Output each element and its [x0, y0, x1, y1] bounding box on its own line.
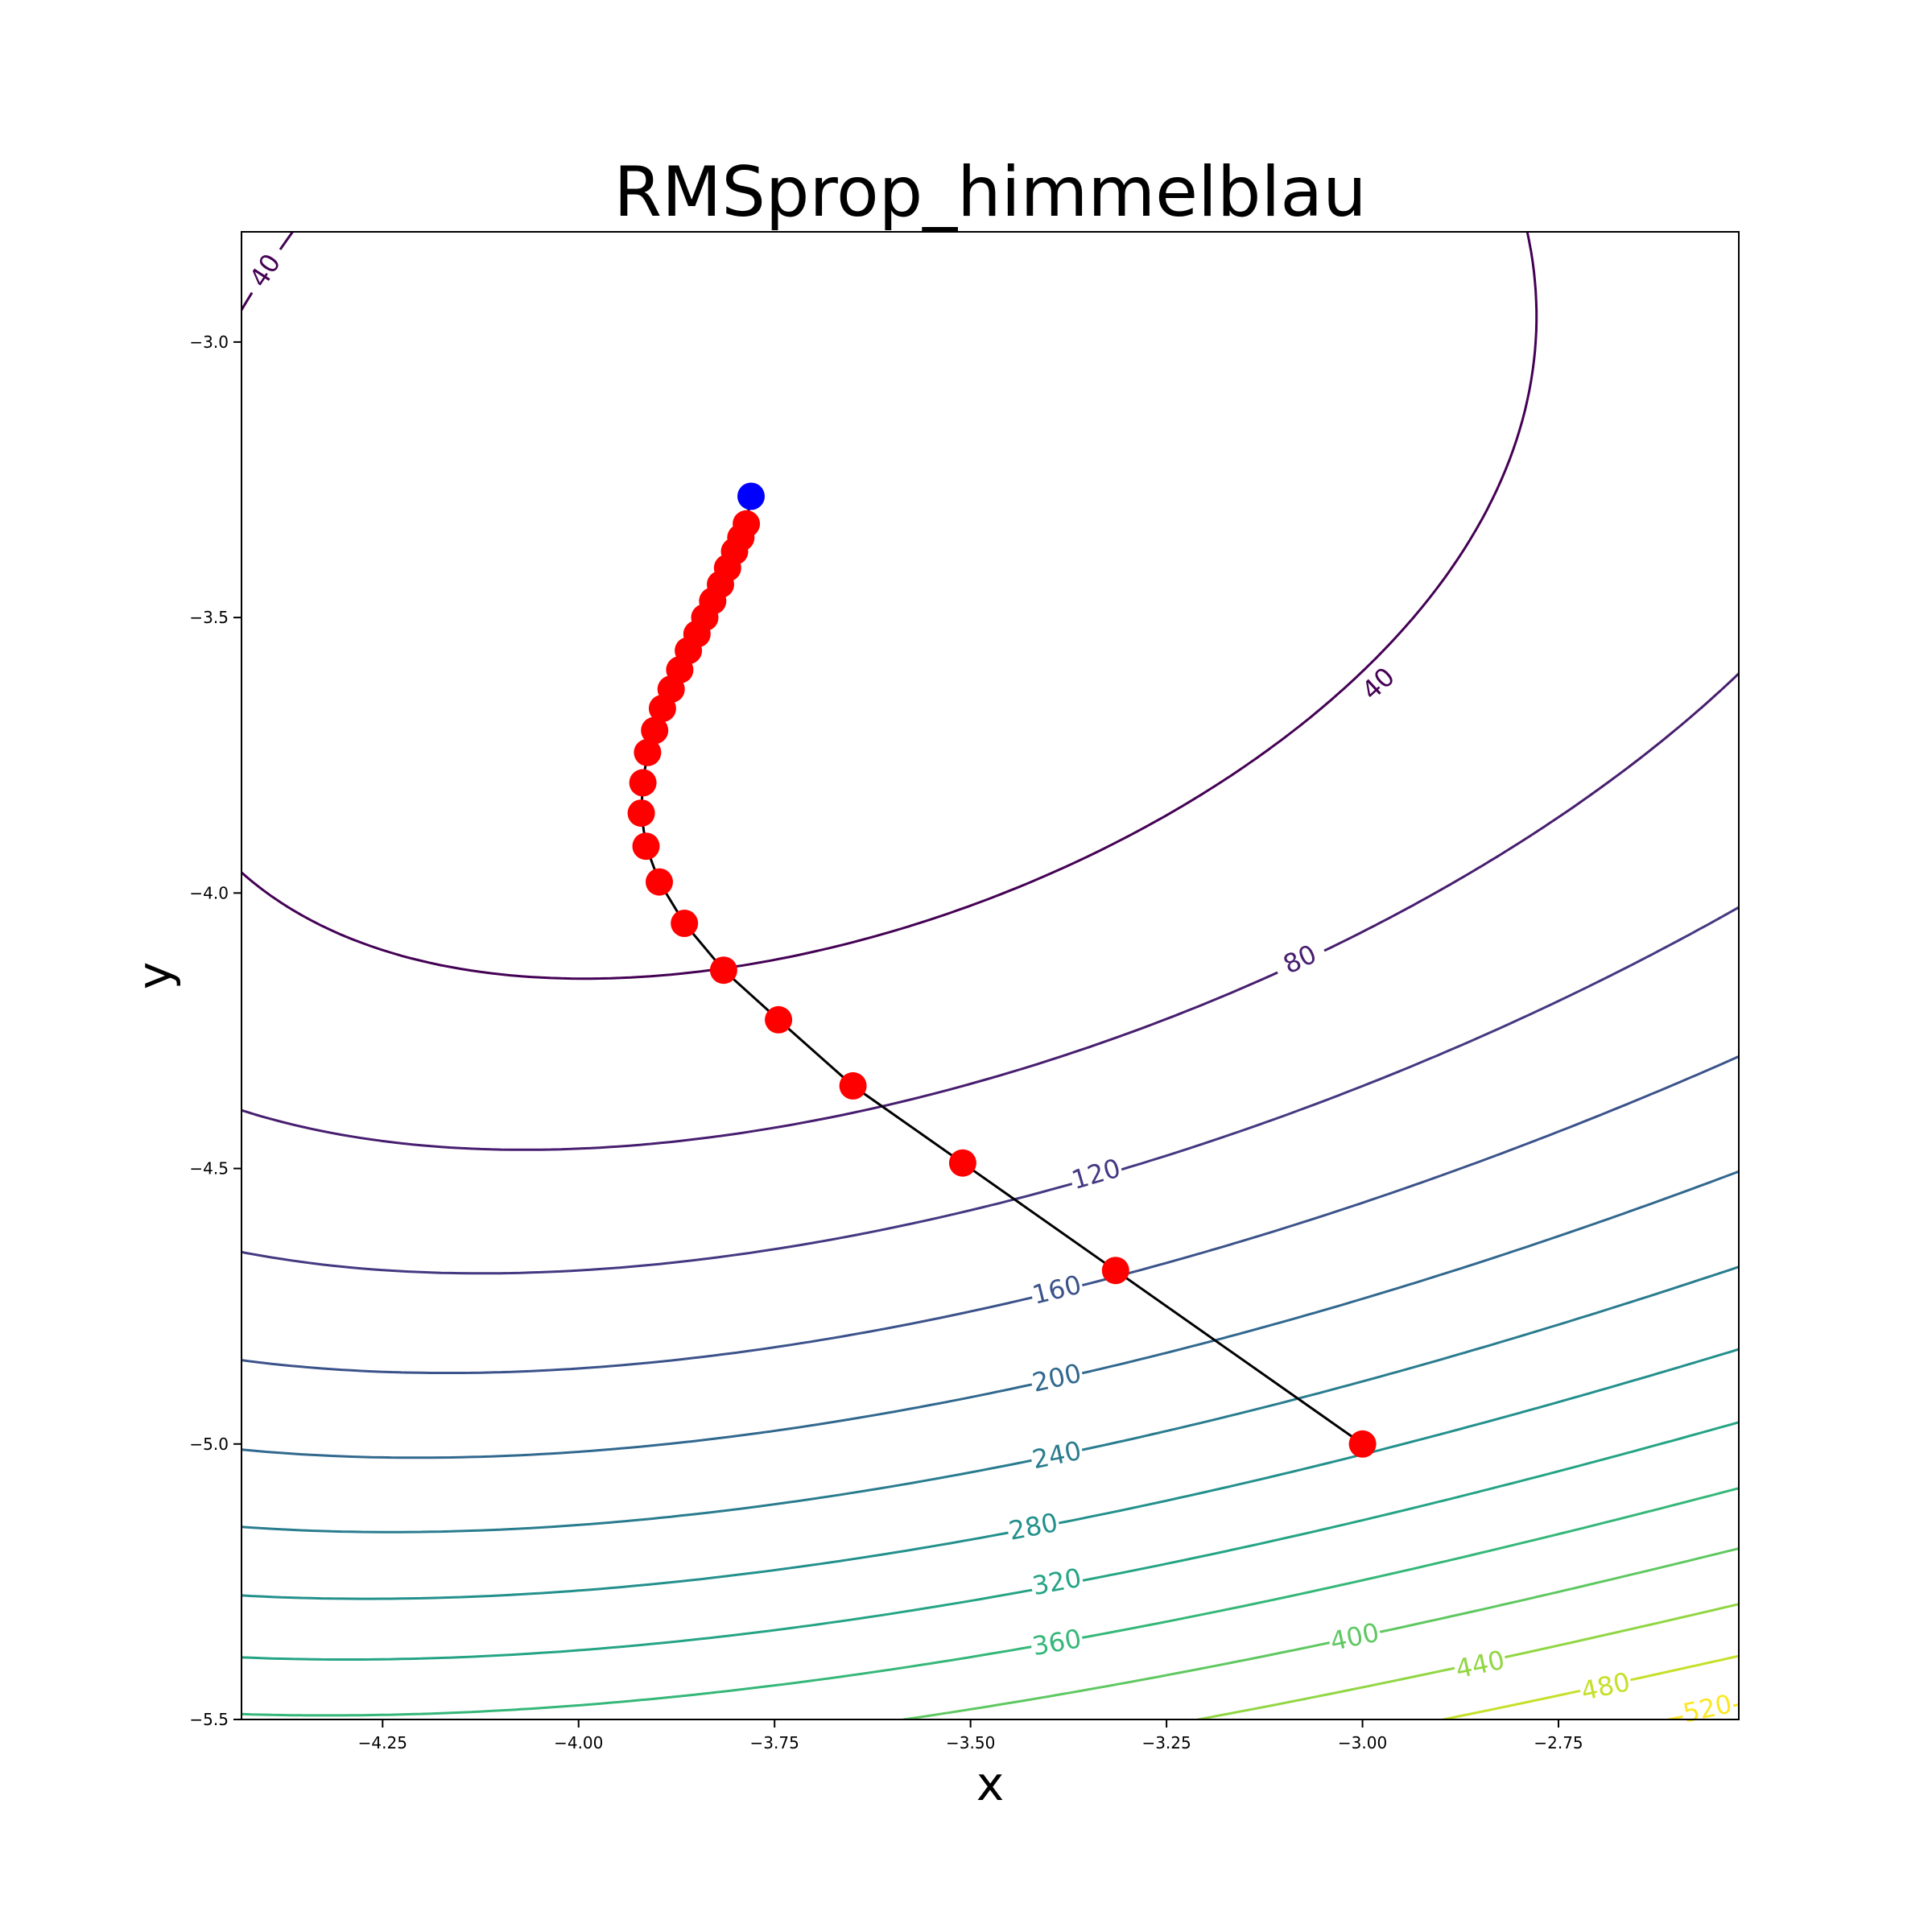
- contour-label-bg: [1269, 933, 1331, 985]
- x-tick-label: −3.75: [750, 1733, 799, 1752]
- contour-label-bg: [1028, 1434, 1086, 1476]
- contour-line-240: [242, 1265, 1739, 1534]
- y-axis-ticks: −3.0 −3.5 −4.0 −4.5 −5.0 −5.5: [189, 332, 242, 1729]
- contour-label-bg: [1028, 1561, 1085, 1603]
- path-end-point: [737, 482, 765, 510]
- path-point: [765, 1005, 793, 1034]
- contour-label-9: 360: [1028, 1621, 1085, 1663]
- x-tick-label: −4.25: [358, 1733, 407, 1752]
- path-point: [641, 716, 669, 745]
- x-tick-label: −3.50: [946, 1733, 995, 1752]
- y-tick-label: −5.5: [189, 1710, 229, 1729]
- path-point: [634, 738, 662, 766]
- optimizer-path: [627, 482, 1377, 1458]
- contour-line-120: [242, 906, 1739, 1275]
- path-point: [671, 910, 699, 937]
- contour-label-bg: [1348, 654, 1409, 713]
- y-axis-label: y: [127, 962, 182, 989]
- path-point: [1348, 1430, 1377, 1458]
- contour-line-80: [242, 672, 1739, 1151]
- path-point: [709, 956, 737, 985]
- contour-label-3: 120: [1067, 1151, 1125, 1197]
- x-axis-ticks: −4.25 −4.00 −3.75 −3.50 −3.25 −3.00 −2.75: [358, 1719, 1583, 1752]
- contour-label-bg: [1027, 1268, 1086, 1312]
- contour-line-360: [242, 1487, 1739, 1717]
- contour-line-320: [242, 1421, 1739, 1661]
- y-tick-label: −3.0: [189, 332, 229, 352]
- path-point: [839, 1071, 867, 1100]
- x-tick-label: −2.75: [1534, 1733, 1583, 1752]
- contour-line-280: [242, 1348, 1739, 1600]
- contour-label-bg: [1028, 1621, 1085, 1663]
- contour-line-200: [242, 1170, 1739, 1459]
- contour-label-bg: [1067, 1151, 1125, 1197]
- contour-label-bg: [1576, 1665, 1635, 1708]
- path-point: [627, 799, 655, 828]
- x-axis-label: x: [976, 1757, 1004, 1811]
- contour-line-40: [242, 232, 1538, 980]
- contour-label-bg: [1005, 1505, 1062, 1548]
- plot-frame: [241, 231, 1740, 1720]
- contour-label-bg: [237, 240, 293, 301]
- path-point: [632, 832, 660, 861]
- y-tick-label: −5.0: [189, 1435, 229, 1454]
- path-point: [948, 1149, 976, 1177]
- x-tick-label: −3.25: [1141, 1733, 1191, 1752]
- path-point: [646, 868, 673, 896]
- path-point: [629, 769, 657, 797]
- contour-lines: [242, 232, 1739, 1719]
- path-point: [733, 510, 761, 538]
- x-tick-label: −3.00: [1338, 1733, 1387, 1752]
- contour-label-10: 400: [1326, 1616, 1384, 1658]
- contour-label-bg: [1326, 1616, 1384, 1658]
- contour-label-bg: [1451, 1643, 1509, 1686]
- y-tick-label: −4.5: [189, 1159, 229, 1179]
- contour-label-bg: [1028, 1356, 1086, 1400]
- x-tick-label: −4.00: [554, 1733, 603, 1752]
- chart-title: RMSprop_himmelblau: [613, 152, 1366, 233]
- contour-line-160: [242, 1055, 1739, 1374]
- y-tick-label: −4.0: [189, 883, 229, 902]
- y-tick-label: −3.5: [189, 608, 229, 627]
- path-point: [1101, 1257, 1129, 1285]
